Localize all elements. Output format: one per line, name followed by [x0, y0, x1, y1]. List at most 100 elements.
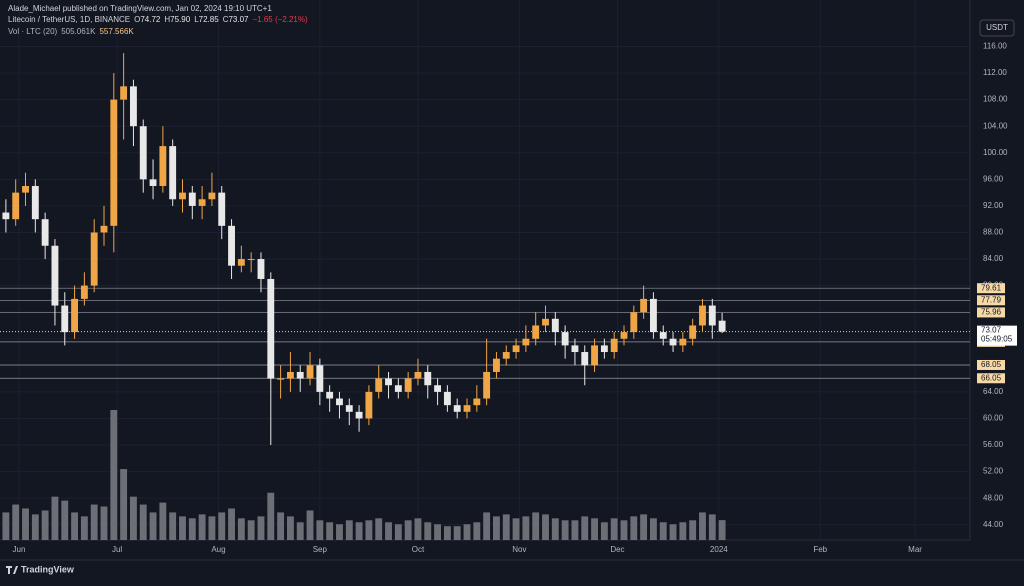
- volume-bar: [326, 522, 334, 540]
- footer-brand: TradingView: [21, 564, 75, 574]
- candle-body: [316, 365, 324, 392]
- candle-body: [326, 391, 334, 399]
- volume-bar: [277, 512, 285, 540]
- candle-body: [237, 259, 245, 266]
- candle-body: [394, 385, 402, 392]
- candle-body: [659, 332, 667, 339]
- candle-body: [473, 398, 481, 406]
- y-tick-label: 104.00: [983, 121, 1008, 130]
- y-tick-label: 92.00: [983, 201, 1004, 210]
- volume-bar: [502, 514, 510, 540]
- level-label-box: [977, 283, 1005, 294]
- legend-item: 74.72: [140, 15, 161, 24]
- volume-bar: [600, 522, 608, 540]
- level-label-box: [977, 307, 1005, 318]
- volume-bar: [188, 518, 196, 540]
- volume-bar: [679, 522, 687, 540]
- candle-body: [100, 225, 108, 233]
- candle-body: [679, 338, 687, 346]
- current-price-box: [977, 325, 1017, 346]
- volume-bar: [51, 496, 59, 540]
- legend-volume-item: Vol · LTC (20): [8, 27, 58, 36]
- candle-body: [689, 325, 697, 339]
- y-tick-label: 84.00: [983, 254, 1004, 263]
- candle-body: [591, 345, 598, 366]
- x-tick-label: Sep: [313, 545, 328, 554]
- candle-body: [404, 378, 412, 392]
- volume-bar: [404, 520, 412, 540]
- legend-volume-item: 505.061K: [61, 27, 96, 36]
- candle-body: [365, 391, 373, 419]
- candle-body: [267, 278, 275, 379]
- candle-body: [620, 332, 628, 339]
- currency[interactable]: USDT: [986, 23, 1008, 32]
- candle-body: [345, 405, 353, 412]
- volume-bar: [237, 518, 245, 540]
- candle-body: [22, 185, 29, 193]
- volume-bar: [110, 410, 118, 540]
- candle-body: [129, 86, 137, 127]
- volume-bar: [659, 522, 667, 540]
- volume-bar: [159, 502, 167, 540]
- level-label: 79.61: [981, 283, 1002, 292]
- volume-bar: [571, 520, 579, 540]
- volume-bar: [100, 506, 108, 540]
- x-tick-label: Jul: [112, 545, 122, 554]
- volume-bar: [718, 520, 726, 540]
- legend-symbol: Litecoin / TetherUS, 1D, BINANCE O74.72 H7…: [8, 15, 308, 24]
- x-tick-label: 2024: [710, 545, 728, 554]
- volume-bar: [689, 520, 697, 540]
- level-label-box: [977, 295, 1005, 306]
- candle-body: [218, 192, 226, 226]
- level-label: 68.05: [981, 360, 1002, 369]
- candle-body: [228, 225, 235, 266]
- volume-bar: [228, 508, 235, 540]
- x-tick-label: Mar: [908, 545, 922, 554]
- volume-bar: [385, 522, 392, 540]
- volume-bar: [306, 510, 314, 540]
- candle-body: [453, 405, 461, 412]
- candle-body: [90, 232, 98, 286]
- volume-bar: [630, 516, 638, 540]
- volume-bar: [179, 516, 186, 540]
- candle-body: [149, 179, 157, 186]
- volume-bar: [669, 524, 677, 540]
- candle-body: [61, 305, 69, 333]
- currency-button[interactable]: [979, 19, 1015, 37]
- volume-bar: [493, 516, 500, 540]
- volume-bar: [512, 518, 520, 540]
- volume-bar: [443, 526, 451, 540]
- volume-bar: [473, 522, 481, 540]
- volume-bar: [71, 512, 78, 540]
- legend-item: Litecoin / TetherUS, 1D, BINANCE: [8, 15, 130, 24]
- candle-body: [493, 358, 500, 372]
- y-tick-label: 60.00: [983, 414, 1004, 423]
- candle-body: [502, 352, 510, 359]
- candle-body: [247, 259, 255, 261]
- candle-body: [110, 99, 118, 226]
- candle-body: [512, 345, 520, 353]
- x-tick-label: Oct: [412, 545, 425, 554]
- volume-bar: [610, 518, 618, 540]
- volume-bar: [620, 520, 628, 540]
- volume-bar: [139, 504, 147, 540]
- countdown: 05:49:05: [981, 335, 1013, 344]
- y-tick-label: 56.00: [983, 440, 1004, 449]
- volume-bar: [12, 504, 20, 540]
- candle-body: [551, 318, 559, 333]
- candle-body: [296, 371, 304, 379]
- volume-bar: [649, 518, 657, 540]
- candle-body: [159, 146, 167, 186]
- candle-body: [630, 312, 638, 333]
- x-tick-label: Nov: [512, 545, 526, 554]
- volume-bar: [708, 514, 716, 540]
- candle-body: [257, 259, 265, 279]
- y-tick-label: 52.00: [983, 467, 1004, 476]
- level-label: 75.96: [981, 308, 1002, 317]
- y-tick-label: 108.00: [983, 95, 1008, 104]
- volume-bar: [336, 524, 343, 540]
- volume-bar: [532, 512, 540, 540]
- y-tick-label: 96.00: [983, 174, 1004, 183]
